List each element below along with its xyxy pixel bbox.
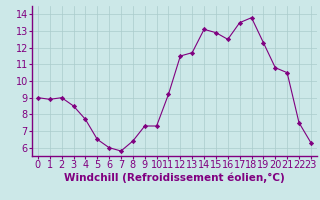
X-axis label: Windchill (Refroidissement éolien,°C): Windchill (Refroidissement éolien,°C) [64, 173, 285, 183]
